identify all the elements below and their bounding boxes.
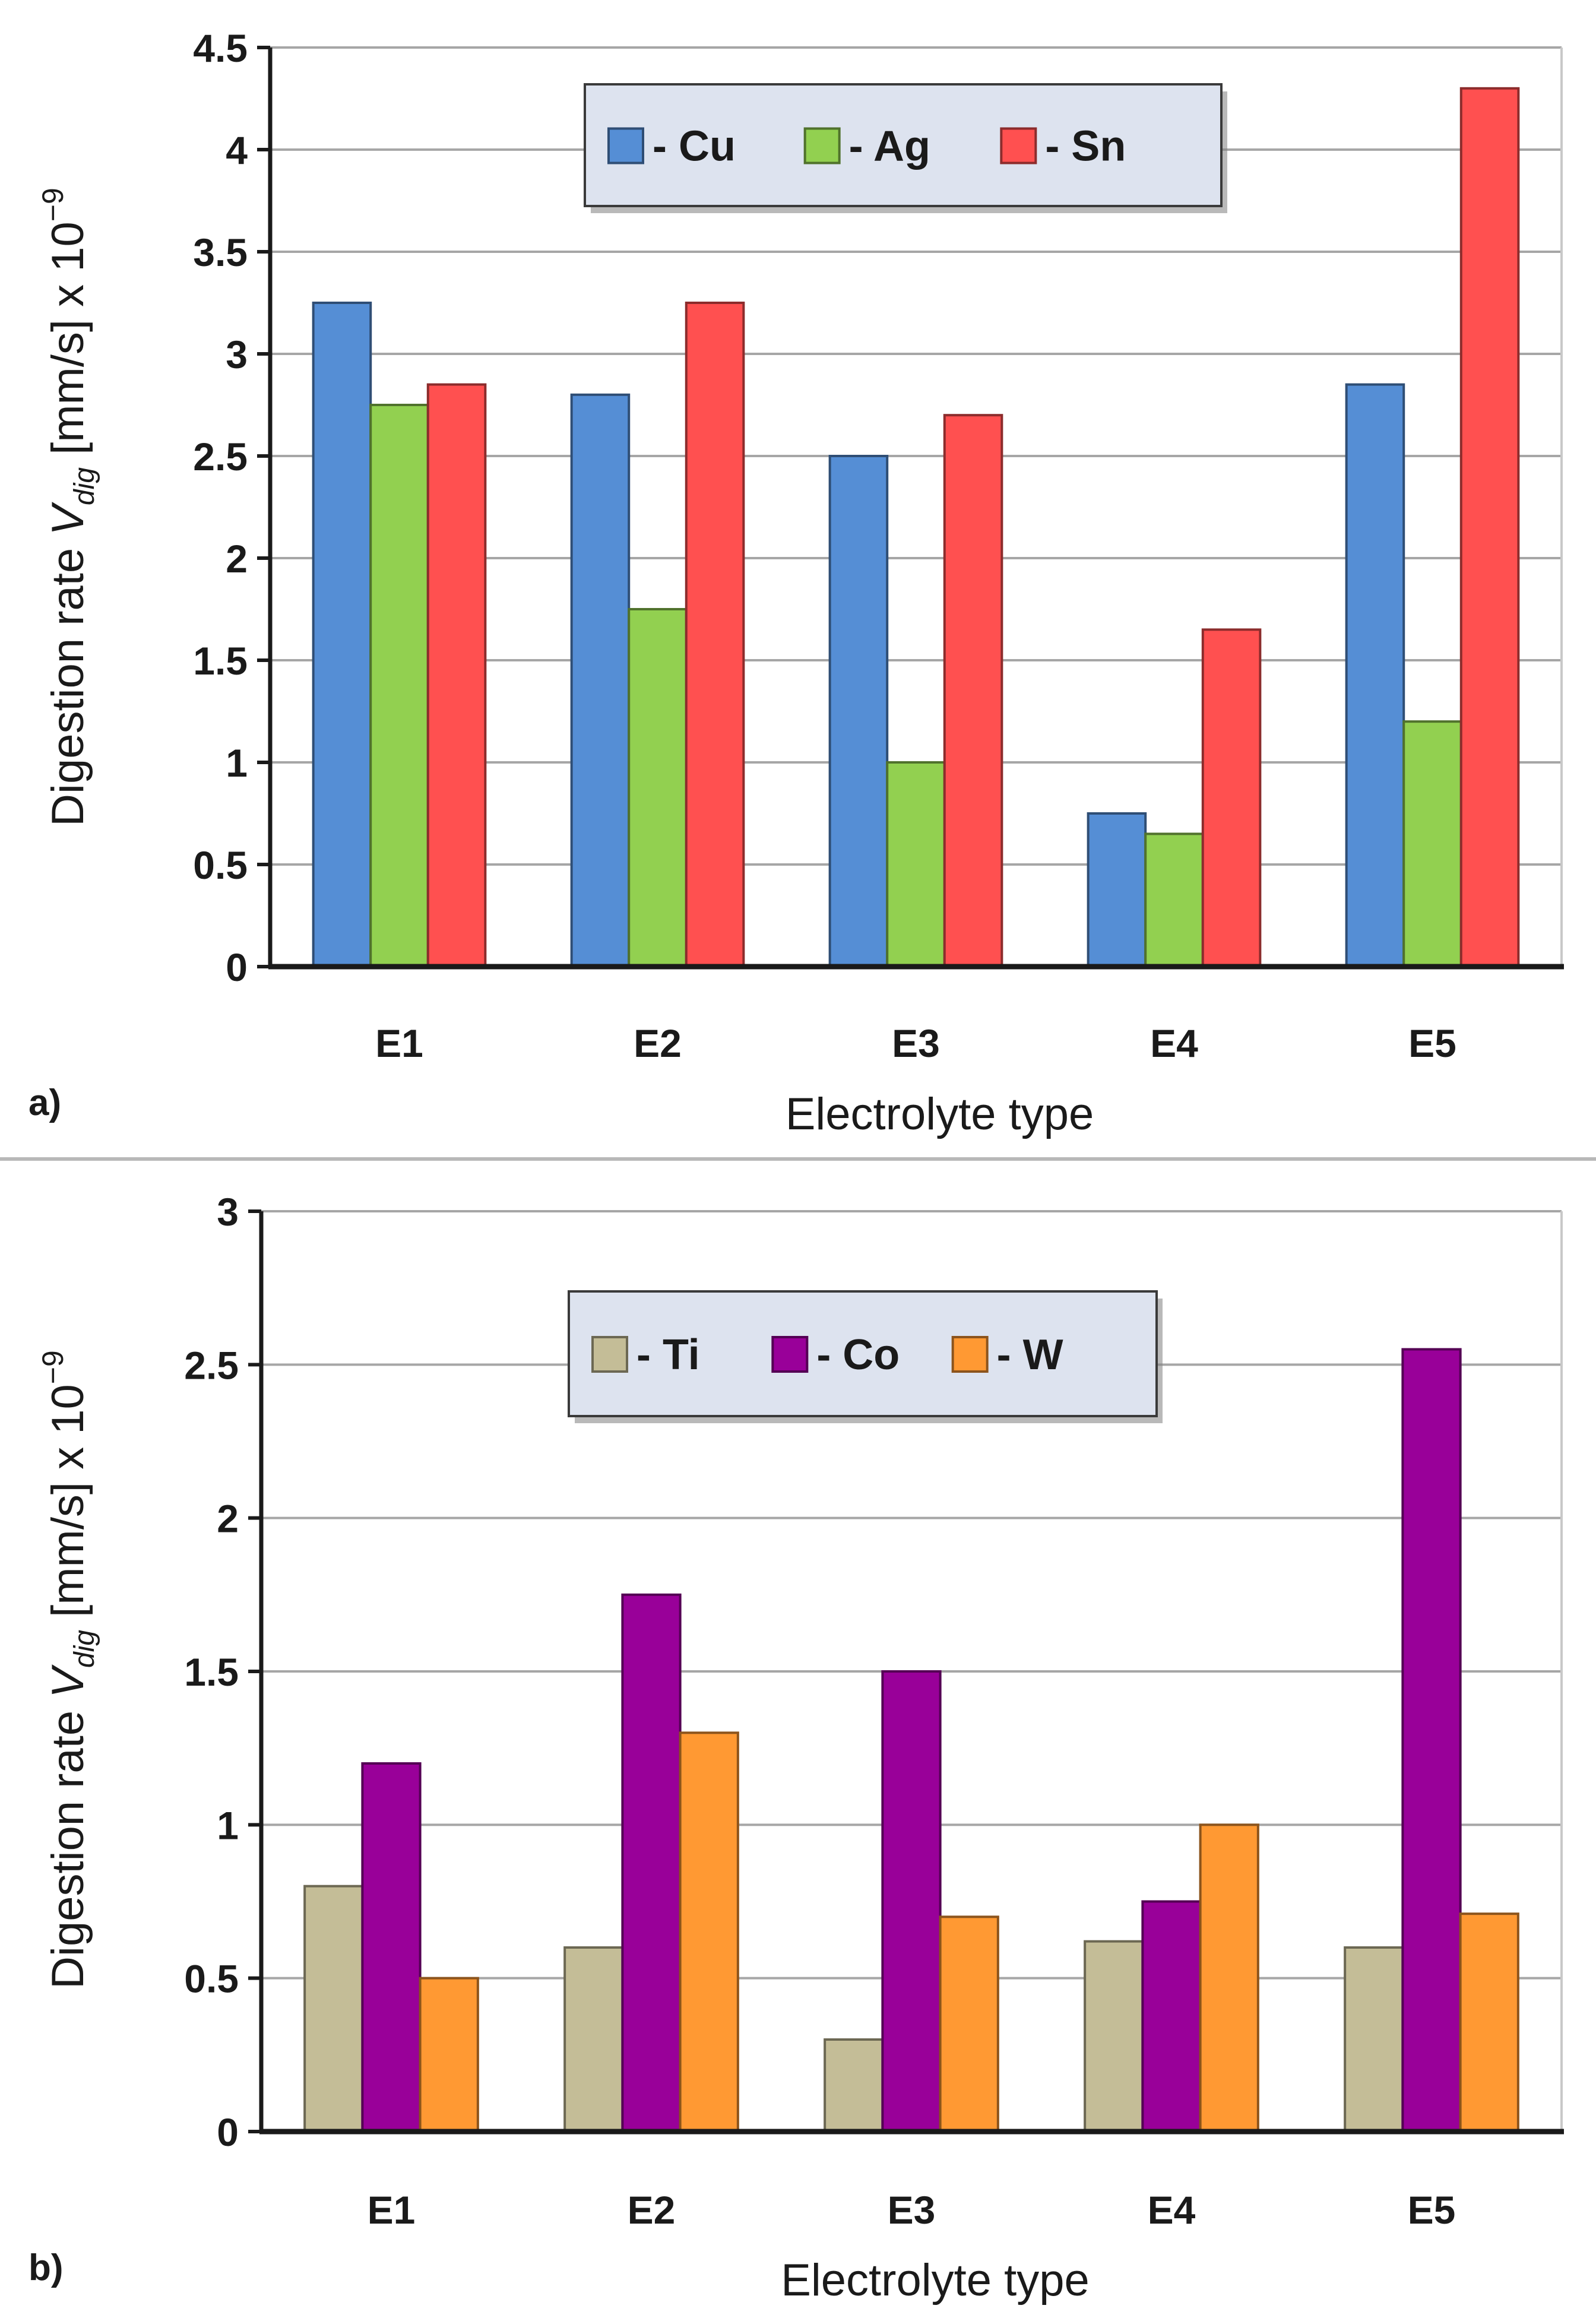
bar-co-e3 (881, 1670, 942, 2133)
bar-sn-e3 (943, 414, 1003, 968)
x-category-label: E5 (1408, 1021, 1456, 1065)
x-category-label: E1 (368, 2188, 416, 2232)
legend-swatch (1000, 127, 1037, 164)
x-category-label: E2 (628, 2188, 676, 2232)
panel-label: a) (28, 1082, 61, 1123)
legend-box (584, 83, 1223, 207)
bar-ag-e5 (1402, 720, 1462, 968)
bar-cu-e3 (828, 455, 889, 968)
y-axis-title-sub: dig (69, 1630, 100, 1668)
x-axis-title: Electrolyte type (786, 1089, 1094, 1139)
legend: - Ti - Co - W (568, 1290, 1163, 1423)
y-tick-label: 2 (217, 1497, 239, 1541)
legend-label: - Cu (653, 123, 736, 170)
legend-swatch (951, 1336, 989, 1373)
bar-ti-e3 (824, 2038, 884, 2133)
x-category-label: E4 (1148, 2188, 1196, 2232)
y-tick-label: 2.5 (193, 435, 248, 479)
y-axis-title: Digestion rate Vdig [mm/s] x 10−9 (36, 1350, 100, 1989)
bar-cu-e4 (1087, 812, 1147, 968)
bar-ag-e1 (369, 404, 429, 968)
y-axis-title-sub: dig (69, 467, 100, 505)
bar-w-e3 (939, 1915, 999, 2133)
bar-w-e4 (1199, 1823, 1259, 2133)
x-axis-title: Electrolyte type (781, 2255, 1090, 2306)
bar-sn-e4 (1201, 628, 1262, 968)
y-tick-label: 4 (226, 128, 248, 172)
bar-ag-e3 (886, 761, 946, 968)
x-category-label: E3 (892, 1021, 940, 1065)
y-tick-label: 0.5 (193, 843, 248, 887)
y-axis-title-suffix: [mm/s] x 10 (43, 1384, 93, 1630)
y-tick-label: 3.5 (193, 230, 248, 274)
bar-co-e1 (361, 1762, 422, 2133)
y-axis-title-sup: −9 (36, 188, 69, 221)
chart-panel-b: 0 0.5 1 1.5 2 2.5 3 E1 E2 E3 E4 E5 Electrolyte type b… (28, 1190, 1564, 2306)
y-tick-label: 4.5 (193, 26, 248, 70)
bar-sn-e2 (685, 302, 745, 968)
bar-ti-e1 (303, 1885, 364, 2133)
legend-swatch (803, 127, 841, 164)
y-axis-title-var: V (43, 502, 93, 536)
legend-swatch (591, 1336, 628, 1373)
y-tick-label: 1 (226, 741, 248, 785)
y-tick-label: 0 (226, 945, 248, 989)
legend-label: - Sn (1045, 123, 1126, 170)
y-tick-label: 1.5 (184, 1650, 239, 1694)
legend-label: - Co (816, 1331, 900, 1379)
bar-ti-e2 (563, 1946, 624, 2133)
chart-panel-a: 0 0.5 1 1.5 2 2.5 3 3.5 4 4.5 E1 E2 E3 E4 E5 Electrolyt… (28, 26, 1564, 1139)
y-tick-label: 2 (226, 537, 248, 581)
y-tick-label: 1 (217, 1803, 239, 1847)
x-category-label: E4 (1150, 1021, 1198, 1065)
y-tick-label: 3 (226, 332, 248, 376)
y-axis-title-sup: −9 (36, 1350, 69, 1384)
legend-label: - Ti (636, 1331, 700, 1379)
legend-box (568, 1290, 1158, 1417)
y-tick-label: 0 (217, 2110, 239, 2154)
y-axis-title-prefix: Digestion rate (43, 1698, 93, 1989)
bar-cu-e2 (570, 393, 631, 968)
y-axis-title: Digestion rate Vdig [mm/s] x 10−9 (36, 188, 100, 826)
y-tick-label: 3 (217, 1190, 239, 1234)
y-axis-title-suffix: [mm/s] x 10 (43, 221, 93, 467)
bar-cu-e1 (312, 302, 372, 968)
bar-cu-e5 (1345, 383, 1405, 968)
bar-ag-e4 (1144, 832, 1204, 968)
y-tick-label: 1.5 (193, 639, 248, 683)
panel-label: b) (28, 2247, 64, 2288)
bar-sn-e1 (426, 383, 487, 968)
legend-label: - Ag (849, 123, 930, 170)
bar-w-e1 (419, 1977, 479, 2133)
bar-ti-e5 (1344, 1946, 1404, 2133)
bar-w-e5 (1459, 1912, 1519, 2133)
bar-co-e5 (1401, 1348, 1462, 2133)
legend-swatch (607, 127, 644, 164)
legend: - Cu - Ag - Sn (584, 83, 1227, 213)
y-axis-title-prefix: Digestion rate (43, 536, 93, 826)
y-axis-title-var: V (43, 1664, 93, 1698)
legend-swatch (771, 1336, 809, 1373)
bar-co-e2 (621, 1593, 682, 2133)
bar-ti-e4 (1084, 1940, 1144, 2133)
legend-label: - W (997, 1331, 1063, 1379)
x-category-label: E2 (634, 1021, 682, 1065)
x-category-label: E1 (375, 1021, 423, 1065)
bar-sn-e5 (1459, 87, 1520, 968)
x-category-label: E5 (1408, 2188, 1456, 2232)
bar-w-e2 (679, 1731, 739, 2133)
y-tick-label: 2.5 (184, 1343, 239, 1387)
y-tick-label: 0.5 (184, 1957, 239, 2001)
x-category-label: E3 (888, 2188, 936, 2232)
bar-ag-e2 (628, 608, 688, 968)
bar-co-e4 (1141, 1900, 1202, 2133)
